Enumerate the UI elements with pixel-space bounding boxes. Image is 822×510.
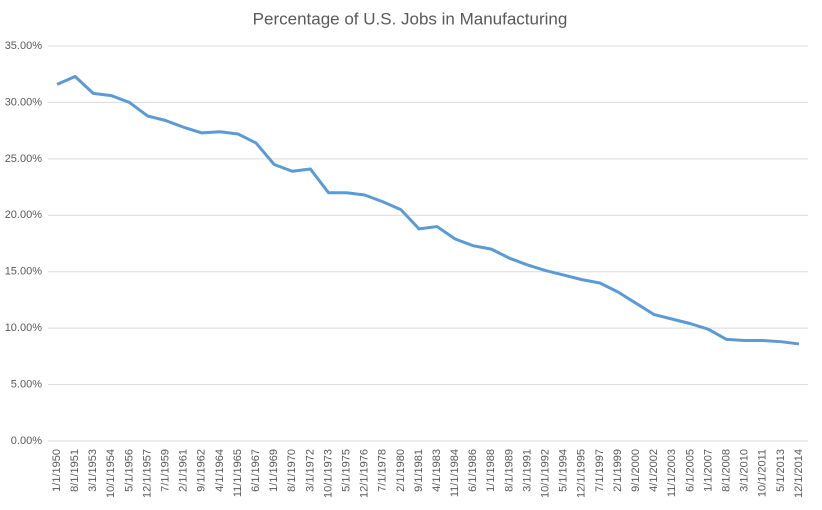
x-tick-label: 1/1/1988: [485, 449, 497, 492]
y-tick-label: 35.00%: [5, 40, 43, 52]
x-tick-label: 12/1/2014: [793, 449, 805, 498]
x-tick-label: 12/1/1976: [359, 449, 371, 498]
x-tick-label: 2/1/1980: [395, 449, 407, 492]
x-tick-label: 3/1/1953: [87, 449, 99, 492]
x-tick-label: 11/1/1984: [449, 449, 461, 497]
y-tick-label: 20.00%: [5, 209, 43, 221]
x-tick-label: 1/1/1969: [268, 449, 280, 492]
x-tick-label: 8/1/1951: [69, 449, 81, 492]
x-tick-label: 7/1/1997: [594, 449, 606, 492]
y-tick-label: 15.00%: [5, 266, 43, 278]
x-tick-label: 6/1/2005: [684, 449, 696, 492]
x-tick-label: 2/1/1961: [178, 449, 190, 492]
x-tick-label: 12/1/1957: [141, 449, 153, 498]
y-tick-label: 30.00%: [5, 96, 43, 108]
x-tick-label: 11/1/1965: [232, 449, 244, 497]
x-tick-label: 10/1/1973: [322, 449, 334, 498]
x-tick-label: 4/1/1964: [214, 449, 226, 492]
x-tick-label: 8/1/1970: [286, 449, 298, 492]
y-tick-label: 5.00%: [11, 378, 42, 390]
x-tick-label: 1/1/2007: [702, 449, 714, 492]
x-tick-label: 10/1/1992: [540, 449, 552, 498]
x-tick-label: 8/1/1989: [503, 449, 515, 492]
x-tick-label: 8/1/2008: [720, 449, 732, 492]
line: [56, 74, 800, 346]
y-tick-label: 10.00%: [5, 322, 43, 334]
x-tick-label: 6/1/1986: [467, 449, 479, 492]
y-tick-label: 25.00%: [5, 153, 43, 165]
x-tick-label: 3/1/1991: [521, 449, 533, 492]
x-tick-label: 7/1/1959: [160, 449, 172, 492]
x-tick-label: 10/1/1954: [105, 449, 117, 498]
x-tick-label: 2/1/1999: [612, 449, 624, 492]
x-tick-label: 10/1/2011: [757, 449, 769, 497]
x-tick-label: 7/1/1978: [377, 449, 389, 492]
x-tick-label: 3/1/2010: [739, 449, 751, 492]
x-tick-label: 5/1/1975: [340, 449, 352, 492]
x-tick-label: 5/1/1994: [558, 449, 570, 492]
y-tick-label: 0.00%: [11, 435, 42, 447]
x-tick-label: 5/1/1956: [123, 449, 135, 492]
x-tick-label: 9/1/2000: [630, 449, 642, 492]
x-tick-label: 9/1/1962: [196, 449, 208, 492]
x-tick-label: 4/1/2002: [648, 449, 660, 492]
x-tick-label: 5/1/2013: [775, 449, 787, 492]
chart-title: Percentage of U.S. Jobs in Manufacturing: [253, 9, 568, 28]
x-tick-label: 9/1/1981: [413, 449, 425, 492]
x-tick-label: 12/1/1995: [576, 449, 588, 498]
x-tick-label: 1/1/1950: [51, 449, 63, 492]
x-tick-label: 3/1/1972: [304, 449, 316, 492]
x-tick-label: 4/1/1983: [431, 449, 443, 492]
x-tick-label: 6/1/1967: [250, 449, 262, 492]
x-tick-label: 11/1/2003: [666, 449, 678, 497]
